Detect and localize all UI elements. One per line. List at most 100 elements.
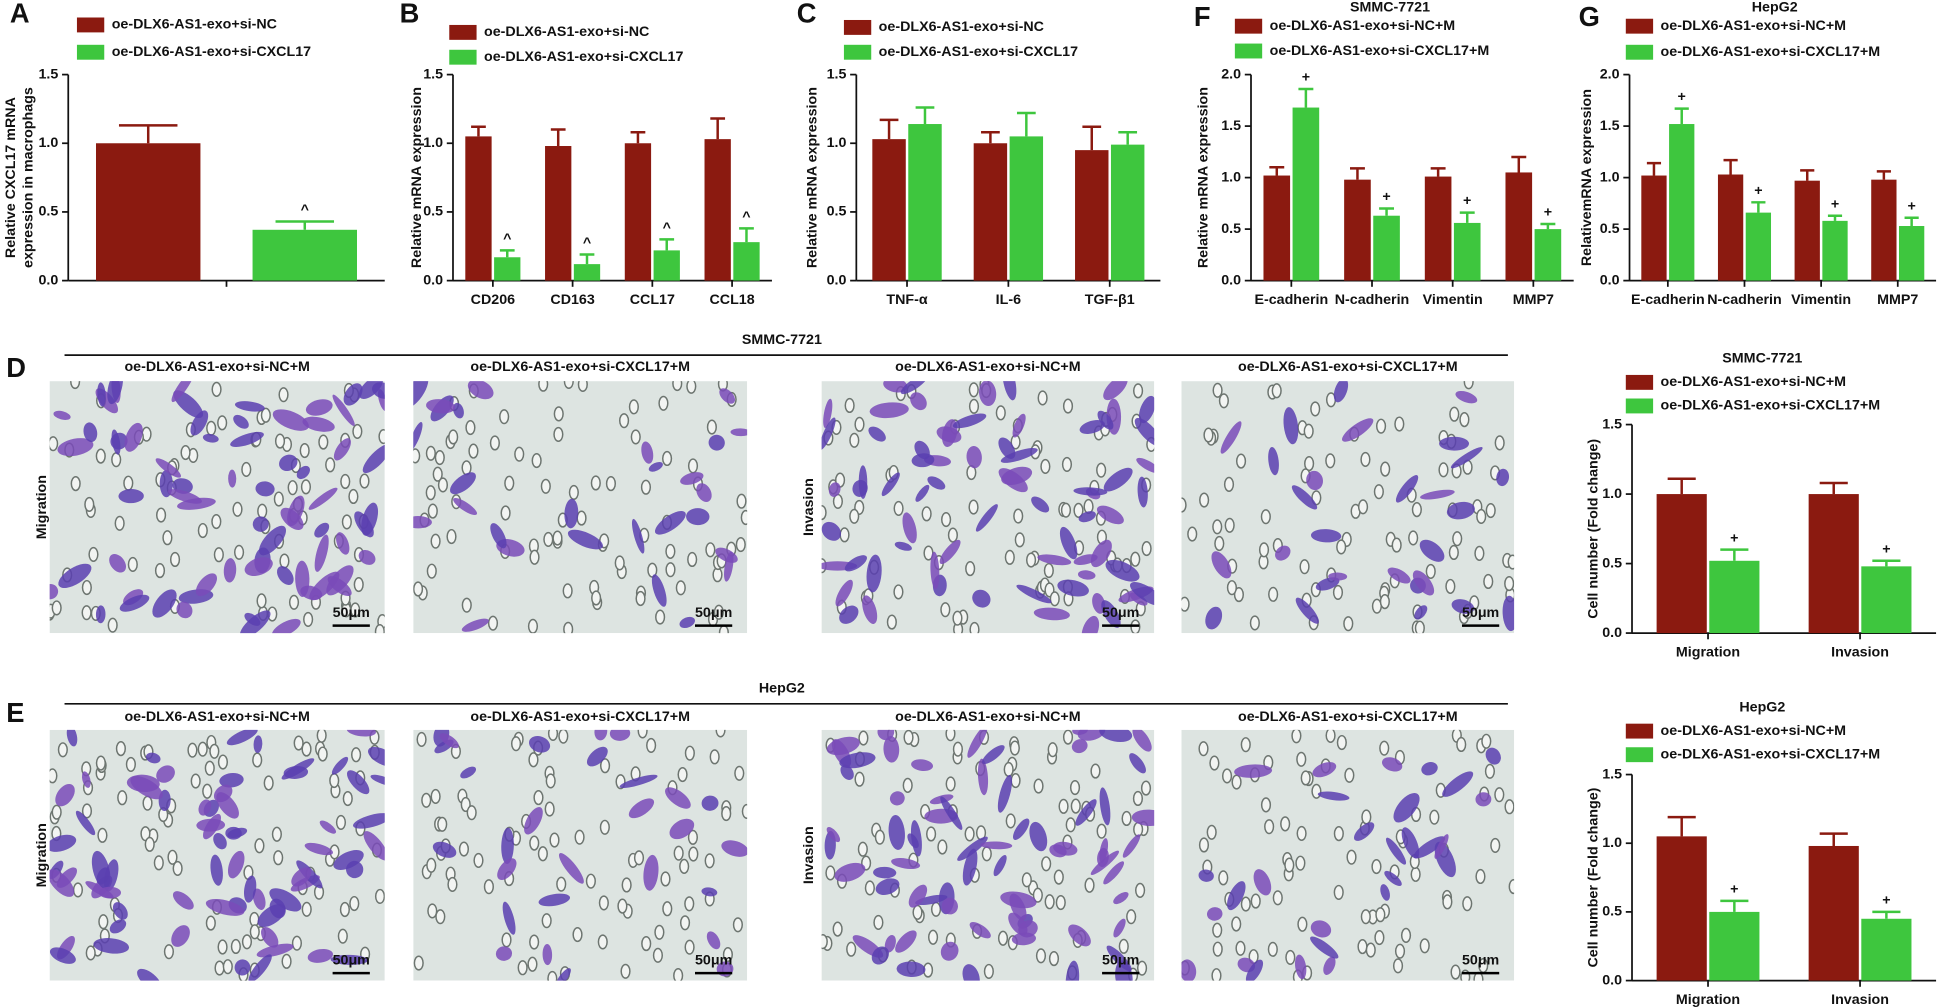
cell <box>1057 579 1089 597</box>
bar <box>545 146 572 281</box>
pore <box>849 432 860 448</box>
pore <box>713 604 724 620</box>
pore <box>1375 907 1386 923</box>
significance-marker: + <box>1882 892 1890 908</box>
pore <box>1231 774 1242 790</box>
x-tick-label: Invasion <box>1831 992 1889 1008</box>
cell <box>358 381 383 399</box>
cell <box>1131 809 1155 827</box>
cell <box>1090 539 1112 568</box>
pore <box>483 879 494 895</box>
x-tick-label: N-cadherin <box>1707 292 1782 308</box>
cell <box>873 866 897 879</box>
legend-label: oe-DLX6-AS1-exo+si-CXCL17 <box>112 44 311 60</box>
pore <box>1463 381 1474 390</box>
cell <box>1099 729 1133 743</box>
column-label: oe-DLX6-AS1-exo+si-CXCL17+M <box>1238 709 1458 725</box>
pore <box>1392 958 1404 974</box>
pore <box>620 963 631 979</box>
cell <box>1134 417 1155 447</box>
significance-marker: + <box>1730 882 1738 898</box>
pore <box>510 736 522 752</box>
significance-marker: + <box>1463 193 1471 209</box>
pore <box>590 475 601 491</box>
pore <box>187 742 198 758</box>
pore <box>427 503 438 519</box>
micrograph-content <box>821 381 1155 634</box>
cell <box>336 532 350 555</box>
pore <box>301 741 312 757</box>
pore <box>288 594 300 610</box>
y-axis-label: expression in macrophags <box>20 87 36 268</box>
pore <box>533 790 544 806</box>
cell <box>330 954 369 965</box>
cell <box>1401 827 1420 859</box>
pore <box>1483 573 1494 590</box>
cell <box>272 409 309 431</box>
cell <box>834 862 866 882</box>
pore <box>413 581 424 597</box>
cell <box>664 787 691 809</box>
cell <box>234 959 251 976</box>
pore <box>544 801 555 817</box>
significance-marker: ^ <box>663 220 672 236</box>
pore <box>303 611 314 627</box>
pore <box>81 803 93 819</box>
pore <box>426 857 437 873</box>
pore <box>437 477 449 493</box>
pore <box>125 756 136 772</box>
cell <box>172 891 194 910</box>
pore <box>563 621 574 634</box>
y-axis-label: Cell number (Fold change) <box>1585 439 1601 619</box>
bar <box>1009 136 1044 281</box>
significance-marker: + <box>1302 70 1310 86</box>
pore <box>197 522 208 539</box>
bar <box>1656 494 1707 634</box>
pore <box>1299 559 1310 575</box>
cell <box>1485 747 1501 765</box>
pore <box>1296 751 1307 767</box>
cell <box>1137 476 1148 508</box>
pore <box>1357 499 1369 515</box>
panel-letter: G <box>1579 1 1600 32</box>
cell <box>524 807 543 835</box>
cell <box>1105 559 1140 582</box>
pore <box>425 485 436 501</box>
pore <box>1060 502 1072 518</box>
pore <box>57 742 68 758</box>
bar <box>1669 124 1695 281</box>
pore <box>527 618 539 634</box>
pore <box>541 913 552 929</box>
pore <box>844 397 855 414</box>
column-label: oe-DLX6-AS1-exo+si-NC+M <box>895 359 1081 375</box>
pore <box>1096 823 1107 839</box>
pore <box>968 398 980 414</box>
pore <box>531 453 542 469</box>
cell <box>461 618 489 632</box>
cell <box>227 850 245 879</box>
pore <box>190 773 201 789</box>
cell <box>866 554 882 593</box>
pore <box>574 829 585 845</box>
bar <box>1263 175 1291 281</box>
pore <box>1297 916 1308 932</box>
pore <box>679 858 690 874</box>
legend-label: oe-DLX6-AS1-exo+si-CXCL17+M <box>1661 44 1881 60</box>
pore <box>341 514 352 530</box>
cell <box>202 813 222 840</box>
bar <box>872 139 906 281</box>
cell <box>915 484 930 502</box>
pore <box>169 551 181 568</box>
cell <box>57 438 94 457</box>
x-tick-label: Vimentin <box>1423 292 1483 308</box>
pore <box>232 501 243 517</box>
y-tick-label: 0.0 <box>1602 625 1622 641</box>
cell <box>1013 818 1030 840</box>
x-tick-label: CD163 <box>550 292 594 308</box>
error-bar <box>1872 910 1901 919</box>
pore <box>329 772 340 789</box>
pore <box>547 970 558 981</box>
bar <box>653 250 680 281</box>
bar <box>1717 174 1744 281</box>
